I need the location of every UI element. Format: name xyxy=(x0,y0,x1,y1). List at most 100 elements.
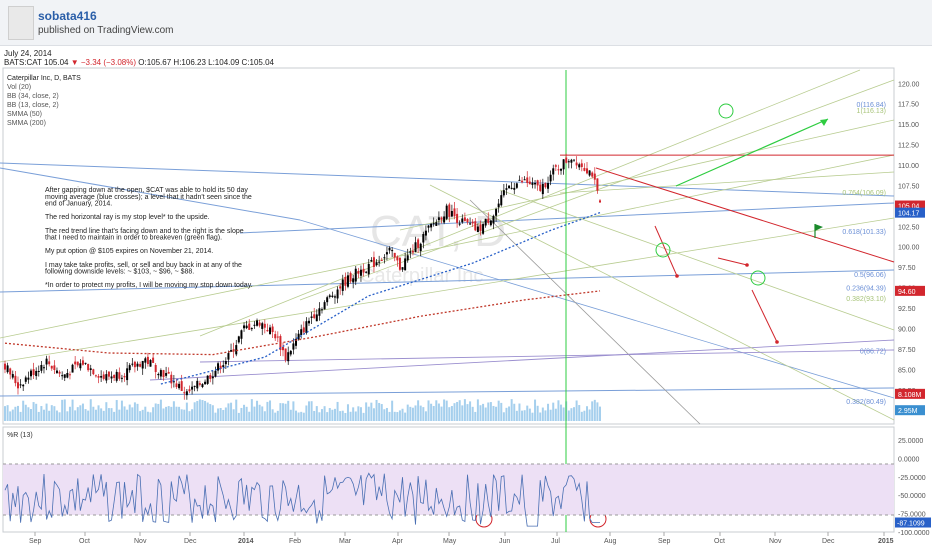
oscillator-tick-label: 0.0000 xyxy=(898,456,920,463)
oscillator-tick-label: -50.0000 xyxy=(898,493,926,500)
candle-body xyxy=(448,204,451,217)
time-tick-label: Nov xyxy=(134,538,147,545)
volume-bar xyxy=(276,410,279,421)
note-line: that I need to maintain in order to brea… xyxy=(45,235,222,242)
fib-level-label: 0.382(93.10) xyxy=(846,296,886,303)
volume-bar xyxy=(484,407,487,421)
volume-bar xyxy=(367,406,370,421)
candle-body xyxy=(146,356,149,365)
volume-bar xyxy=(476,399,479,421)
candle-body xyxy=(292,343,295,350)
candle-body xyxy=(391,250,394,252)
volume-bar xyxy=(302,412,305,421)
volume-bar xyxy=(336,401,339,421)
volume-bar xyxy=(591,401,594,421)
trend-line xyxy=(199,349,895,363)
candle-body xyxy=(578,164,581,168)
candle-body xyxy=(339,286,342,289)
price-tick-label: 120.00 xyxy=(898,81,920,88)
volume-bar xyxy=(466,404,469,421)
time-tick-label: 2015 xyxy=(878,538,894,545)
volume-bar xyxy=(94,409,97,421)
candle-body xyxy=(307,320,310,324)
time-tick-label: Sep xyxy=(29,538,42,545)
volume-bar xyxy=(333,408,336,421)
candle-body xyxy=(344,276,347,286)
legend-item: Caterpillar Inc, D, BATS xyxy=(7,75,81,82)
candle-body xyxy=(456,213,459,223)
candle-body xyxy=(302,327,305,333)
candle-body xyxy=(333,296,336,298)
author-avatar[interactable] xyxy=(8,6,34,40)
smma-line-1 xyxy=(4,290,601,356)
trend-line xyxy=(0,387,895,397)
volume-bar xyxy=(214,412,217,421)
price-tick-label: 90.00 xyxy=(898,326,916,333)
volume-bar xyxy=(391,400,394,421)
fib-level-label: 0(116.84) xyxy=(857,102,886,109)
red-arrow-line xyxy=(654,225,678,277)
volume-bar xyxy=(175,406,178,421)
volume-bar xyxy=(74,410,77,421)
candle-body xyxy=(55,370,58,373)
candle-body xyxy=(27,377,30,380)
volume-bar xyxy=(396,412,399,421)
candle-body xyxy=(544,183,547,188)
candle-body xyxy=(123,375,126,378)
candle-body xyxy=(198,383,201,385)
candle-body xyxy=(29,370,32,377)
volume-bar xyxy=(219,407,222,421)
candle-body xyxy=(315,314,318,322)
candle-body xyxy=(107,371,110,377)
volume-bar xyxy=(313,410,316,421)
candle-body xyxy=(274,334,277,339)
candle-body xyxy=(372,257,375,267)
trend-drawings xyxy=(0,69,895,532)
volume-bar xyxy=(35,403,38,421)
candle-body xyxy=(367,263,370,275)
candle-body xyxy=(113,374,116,378)
volume-bar xyxy=(521,410,524,421)
volume-bar xyxy=(256,400,259,421)
volume-bar xyxy=(427,400,430,421)
volume-bar xyxy=(232,409,235,421)
candle-body xyxy=(422,234,425,243)
volume-bar xyxy=(76,407,79,421)
volume-bar xyxy=(115,400,118,421)
candle-body xyxy=(11,374,14,378)
candle-body xyxy=(365,271,368,273)
candle-body xyxy=(406,255,409,261)
volume-bar xyxy=(16,405,19,421)
volume-bar xyxy=(149,412,152,421)
candle-body xyxy=(552,168,555,175)
time-tick-label: Jun xyxy=(499,538,510,545)
volume-bar xyxy=(141,409,144,421)
oscillator-tick-label: -25.0000 xyxy=(898,475,926,482)
author-name[interactable]: sobata416 xyxy=(38,9,97,23)
oscillator-title[interactable]: %R (13) xyxy=(7,432,33,439)
volume-bar xyxy=(552,402,555,421)
candle-body xyxy=(230,350,233,352)
candle-body xyxy=(414,242,417,253)
candle-body xyxy=(396,256,399,261)
candle-body xyxy=(94,375,97,377)
price-tick-label: 115.00 xyxy=(898,122,919,129)
candle-body xyxy=(50,365,53,369)
candle-body xyxy=(328,295,331,297)
candle-body xyxy=(24,377,27,382)
volume-bar xyxy=(19,411,22,421)
volume-bar xyxy=(328,408,331,421)
indicator-legend[interactable]: Caterpillar Inc, D, BATS Vol (20) BB (34, … xyxy=(7,75,81,127)
candle-body xyxy=(586,168,589,174)
volume-bar xyxy=(357,406,360,421)
oscillator-tick-label: 25.0000 xyxy=(898,438,923,445)
candle-body xyxy=(393,252,396,258)
volume-bar xyxy=(513,403,516,421)
volume-bar xyxy=(61,399,64,421)
candle-body xyxy=(159,370,162,377)
volume-bar xyxy=(237,412,240,421)
volume-bar xyxy=(528,408,531,421)
volume-bar xyxy=(307,401,310,421)
volume-bar xyxy=(292,401,295,421)
